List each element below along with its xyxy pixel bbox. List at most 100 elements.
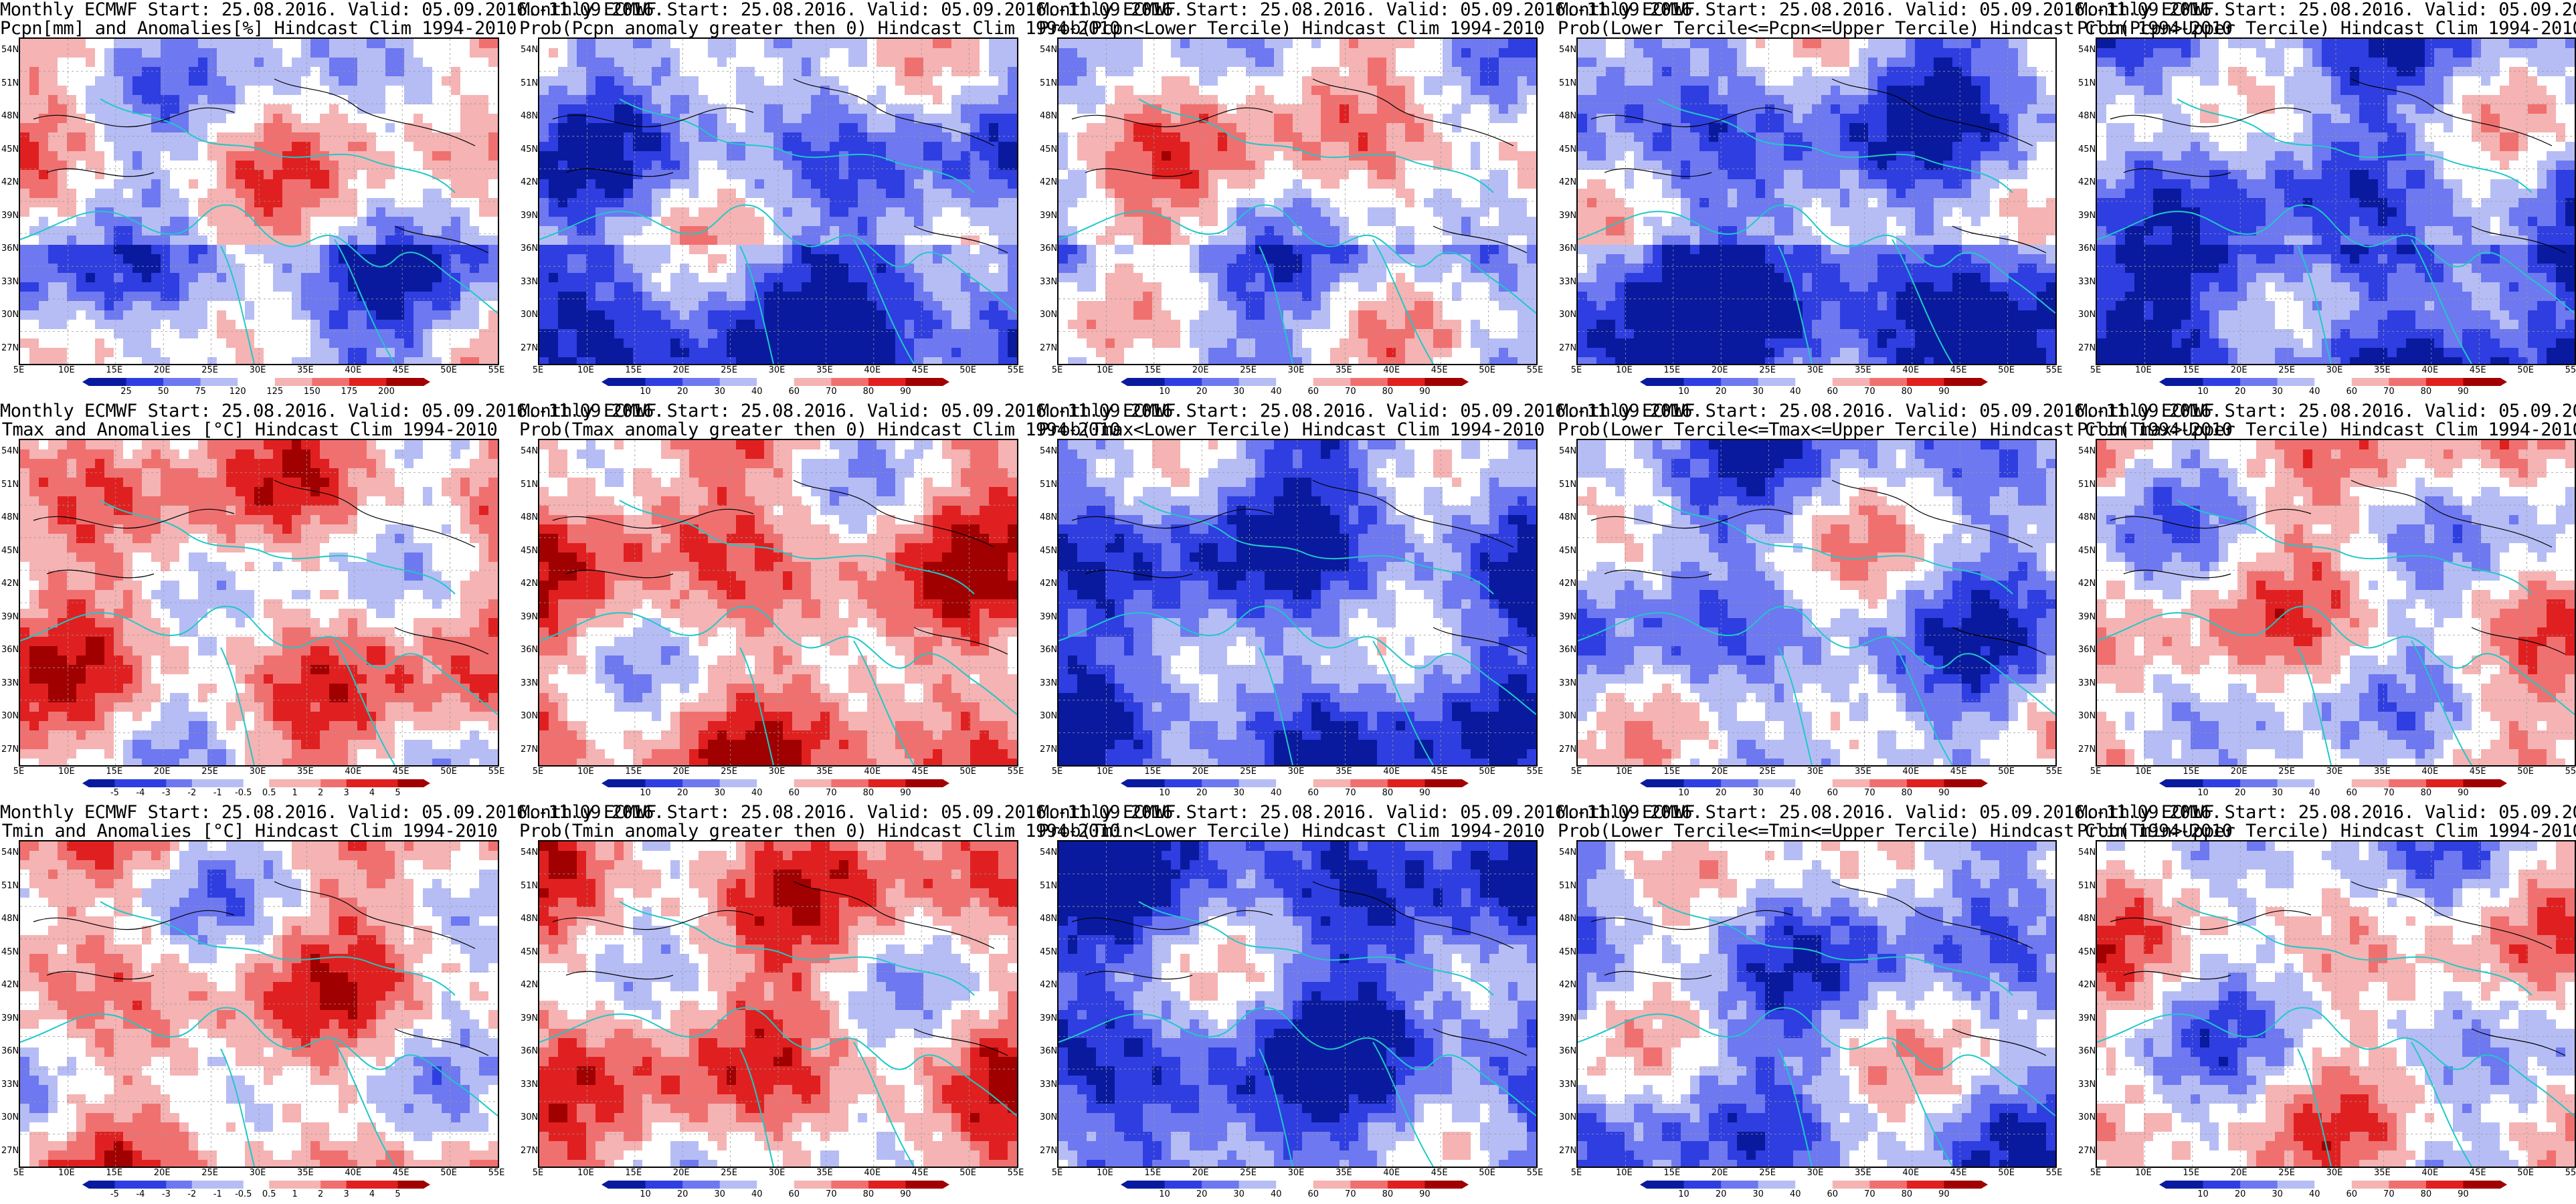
- field-cell: [567, 189, 577, 199]
- field-cell: [549, 86, 559, 96]
- field-cell: [423, 114, 433, 124]
- field-cell: [104, 86, 114, 96]
- field-cell: [951, 151, 961, 161]
- field-cell: [1414, 123, 1424, 133]
- field-cell: [264, 114, 274, 124]
- field-cell: [132, 67, 143, 77]
- field-cell: [189, 338, 199, 348]
- field-cell: [1302, 189, 1312, 199]
- field-cell: [339, 282, 349, 292]
- field-cell: [1171, 235, 1181, 245]
- field-cell: [680, 161, 690, 171]
- field-cell: [1508, 39, 1518, 49]
- field-cell: [151, 151, 161, 161]
- field-cell: [1471, 132, 1481, 142]
- field-cell: [1133, 39, 1143, 49]
- field-cell: [1358, 254, 1368, 264]
- field-cell: [170, 39, 180, 49]
- field-cell: [820, 264, 830, 274]
- field-cell: [29, 348, 39, 358]
- field-cell: [207, 329, 217, 339]
- lon-label: 40E: [345, 365, 361, 375]
- field-cell: [395, 292, 405, 302]
- field-cell: [339, 86, 349, 96]
- field-cell: [914, 292, 924, 302]
- field-cell: [151, 235, 161, 245]
- field-cell: [942, 161, 952, 171]
- field-cell: [1124, 161, 1134, 171]
- field-cell: [1527, 207, 1536, 217]
- field-cell: [595, 67, 606, 77]
- field-cell: [1236, 76, 1247, 86]
- field-cell: [413, 161, 424, 171]
- field-cell: [830, 338, 840, 348]
- field-cell: [1152, 179, 1162, 189]
- field-cell: [633, 39, 643, 49]
- field-cell: [595, 170, 606, 180]
- field-cell: [567, 58, 577, 68]
- field-cell: [699, 273, 709, 283]
- field-cell: [170, 48, 180, 58]
- field-cell: [95, 39, 105, 49]
- lon-label: 20E: [673, 365, 690, 375]
- field-cell: [942, 86, 952, 96]
- field-cell: [198, 123, 208, 133]
- field-cell: [1480, 161, 1490, 171]
- field-cell: [1377, 161, 1387, 171]
- field-cell: [132, 161, 143, 171]
- field-cell: [404, 114, 414, 124]
- field-cell: [451, 151, 461, 161]
- field-cell: [942, 151, 952, 161]
- field-cell: [95, 95, 105, 105]
- field-cell: [442, 245, 452, 255]
- field-cell: [39, 264, 49, 274]
- field-cell: [764, 245, 774, 255]
- field-cell: [385, 226, 395, 236]
- field-cell: [764, 217, 774, 227]
- field-cell: [1162, 132, 1172, 142]
- field-cell: [236, 76, 246, 86]
- field-cell: [745, 235, 755, 245]
- field-cell: [970, 198, 980, 208]
- field-cell: [1087, 198, 1097, 208]
- field-cell: [1096, 198, 1106, 208]
- field-cell: [539, 245, 549, 255]
- field-cell: [217, 235, 227, 245]
- field-cell: [792, 161, 802, 171]
- field-cell: [1471, 170, 1481, 180]
- field-cell: [1124, 245, 1134, 255]
- field-cell: [329, 217, 339, 227]
- field-cell: [848, 104, 858, 114]
- field-cell: [595, 292, 606, 302]
- field-cell: [442, 76, 452, 86]
- field-cell: [1508, 217, 1518, 227]
- field-cell: [1152, 123, 1162, 133]
- field-cell: [132, 338, 143, 348]
- field-cell: [1105, 207, 1115, 217]
- field-cell: [905, 179, 915, 189]
- field-cell: [642, 179, 652, 189]
- field-cell: [1321, 189, 1331, 199]
- field-cell: [189, 114, 199, 124]
- field-cell: [1180, 67, 1190, 77]
- map-svg: [539, 39, 1017, 364]
- field-cell: [1302, 58, 1312, 68]
- field-cell: [301, 86, 311, 96]
- field-cell: [1340, 226, 1350, 236]
- field-cell: [680, 338, 690, 348]
- field-cell: [48, 179, 58, 189]
- field-cell: [395, 301, 405, 311]
- field-cell: [689, 329, 699, 339]
- field-cell: [839, 207, 849, 217]
- field-cell: [558, 189, 568, 199]
- field-cell: [1255, 123, 1265, 133]
- colorbar: [602, 378, 949, 386]
- field-cell: [558, 320, 568, 330]
- field-cell: [1087, 264, 1097, 274]
- field-cell: [1133, 207, 1143, 217]
- field-cell: [48, 217, 58, 227]
- field-cell: [1255, 282, 1265, 292]
- field-cell: [820, 58, 830, 68]
- field-cell: [67, 338, 77, 348]
- field-cell: [830, 189, 840, 199]
